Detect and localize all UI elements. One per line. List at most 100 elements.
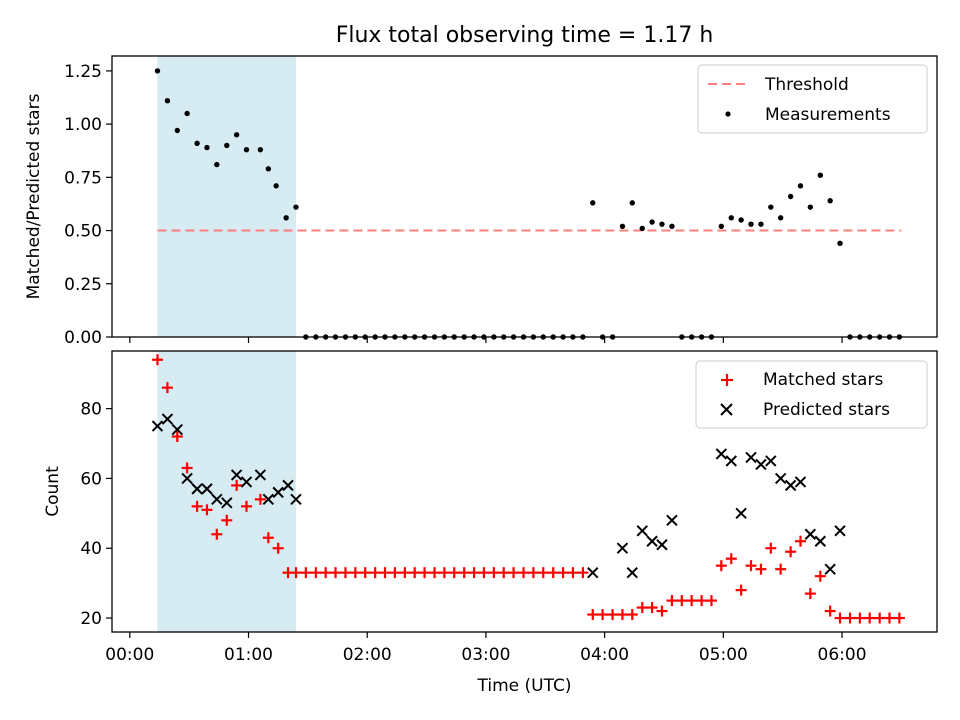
matched-star-marker: [854, 612, 866, 624]
matched-star-marker: [419, 567, 431, 579]
bottom-legend: Matched stars Predicted stars: [695, 360, 928, 429]
predicted-star-marker: [656, 539, 668, 551]
matched-star-marker: [310, 567, 322, 579]
matched-star-marker: [498, 567, 510, 579]
measurement-point: [837, 240, 843, 247]
top-ytick-label: 0.25: [64, 275, 102, 295]
bottom-ytick-label: 60: [80, 469, 102, 489]
matched-star-marker: [765, 542, 777, 554]
matched-star-marker: [844, 612, 856, 624]
legend-matched-swatch: [721, 374, 733, 386]
legend-threshold-label: Threshold: [764, 75, 849, 95]
star-count-panel: 20 40 60 80 00:00 01:00 02:00 03:00 04:00 05:00 0…: [43, 350, 938, 696]
predicted-star-marker: [151, 420, 164, 432]
predicted-star-marker: [221, 497, 233, 509]
matched-star-marker: [834, 612, 846, 624]
measurement-point: [273, 183, 279, 189]
measurement-point: [748, 221, 754, 227]
flux-ratio-panel: 0.00 0.25 0.50 0.75 1.00 1.25 Flux total obse…: [24, 23, 938, 348]
matched-star-marker: [696, 595, 708, 607]
matched-star-marker: [547, 567, 559, 579]
matched-star-marker: [320, 567, 332, 579]
bottom-ytick-label: 20: [80, 609, 102, 629]
matched-star-marker: [181, 462, 193, 474]
measurement-point: [669, 223, 675, 230]
predicted-star-marker: [745, 451, 757, 464]
matched-star-marker: [389, 567, 401, 579]
predicted-star-marker: [211, 493, 223, 506]
measurement-point: [738, 217, 744, 223]
predicted-star-marker: [587, 566, 599, 579]
predicted-star-marker: [171, 423, 183, 436]
matched-star-marker: [557, 567, 569, 579]
measurement-point: [233, 132, 240, 138]
top-axes-frame: [111, 55, 938, 338]
top-legend: Threshold Measurements: [697, 64, 928, 134]
matched-star-marker: [537, 567, 549, 579]
top-y-axis-label: Matched/Predicted stars: [24, 93, 44, 299]
matched-star-marker: [221, 514, 233, 526]
measurement-point: [293, 204, 299, 210]
measurement-point: [718, 223, 725, 230]
measurement-point: [817, 172, 824, 178]
observing-span-top: [157, 56, 296, 337]
matched-star-marker: [518, 567, 530, 579]
matched-star-marker: [262, 532, 274, 544]
bottom-legend-box: [695, 360, 928, 429]
measurement-point: [590, 200, 596, 206]
matched-star-marker: [577, 567, 589, 579]
matched-star-marker: [330, 567, 342, 579]
predicted-star-marker: [240, 476, 253, 488]
measurement-point: [619, 223, 626, 230]
measurement-point: [797, 183, 804, 189]
predicted-star-marker: [201, 483, 213, 495]
matched-star-marker: [254, 493, 266, 505]
predicted-star-marker: [765, 455, 777, 467]
matched-star-marker: [191, 500, 203, 512]
matched-star-marker: [211, 528, 223, 540]
matched-star-marker: [339, 567, 351, 579]
predicted-star-marker: [272, 486, 284, 499]
measurement-point: [164, 98, 171, 104]
bottom-xtick-label: 03:00: [461, 645, 510, 665]
predicted-star-marker: [725, 455, 737, 467]
measurement-point: [827, 198, 833, 204]
matched-star-marker: [300, 567, 312, 579]
predicted-star-marker: [646, 535, 658, 547]
legend-predicted-label: Predicted stars: [763, 400, 890, 420]
matched-star-marker: [735, 584, 747, 596]
measurement-point: [154, 68, 161, 74]
matched-star-marker: [626, 609, 638, 621]
predicted-star-marker: [784, 479, 797, 492]
matched-star-marker: [775, 563, 787, 575]
bottom-xtick-label: 04:00: [580, 645, 629, 665]
matched-star-marker: [656, 605, 668, 617]
bottom-xtick-label: 06:00: [818, 645, 867, 665]
measurement-point: [174, 127, 180, 134]
predicted-star-marker: [262, 493, 275, 506]
bottom-xtick-label: 02:00: [343, 645, 392, 665]
predicted-star-marker: [254, 469, 267, 481]
matched-star-marker: [151, 354, 163, 366]
measurement-point: [629, 200, 635, 206]
observing-span-bottom: [157, 351, 296, 632]
legend-matched-label: Matched stars: [763, 370, 883, 390]
matched-star-marker: [161, 382, 173, 394]
matched-star-marker: [666, 595, 678, 607]
matched-star-marker: [824, 605, 836, 617]
matched-star-marker: [369, 567, 381, 579]
matched-star-marker: [231, 479, 243, 491]
legend-measurements-swatch: [725, 111, 731, 117]
matched-star-marker: [458, 567, 470, 579]
matched-star-marker: [607, 609, 619, 621]
bottom-ytick-label: 80: [80, 400, 102, 420]
measurement-point: [283, 215, 289, 221]
matched-star-marker: [567, 567, 579, 579]
matched-star-marker: [488, 567, 500, 579]
matched-star-marker: [359, 567, 371, 579]
matched-star-marker: [171, 431, 183, 443]
matched-star-marker: [794, 535, 806, 547]
measurement-point: [659, 221, 665, 227]
bottom-ytick-label: 40: [80, 539, 102, 559]
